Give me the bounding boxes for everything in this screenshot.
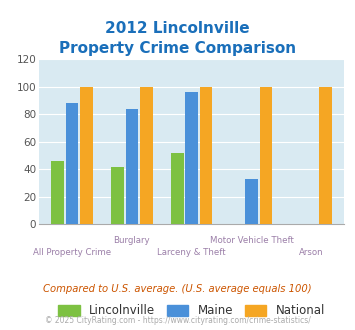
Legend: Lincolnville, Maine, National: Lincolnville, Maine, National [54,300,330,322]
Bar [51,161,64,224]
Text: Motor Vehicle Theft: Motor Vehicle Theft [209,236,294,245]
Bar [185,92,198,224]
Bar [260,87,272,224]
Text: Compared to U.S. average. (U.S. average equals 100): Compared to U.S. average. (U.S. average … [43,284,312,294]
Text: Larceny & Theft: Larceny & Theft [157,248,226,257]
Text: Property Crime Comparison: Property Crime Comparison [59,41,296,56]
Bar [320,87,332,224]
Bar [66,103,78,224]
Text: © 2025 CityRating.com - https://www.cityrating.com/crime-statistics/: © 2025 CityRating.com - https://www.city… [45,316,310,325]
Bar [111,167,124,224]
Text: Arson: Arson [299,248,324,257]
Bar [140,87,153,224]
Text: 2012 Lincolnville: 2012 Lincolnville [105,21,250,36]
Text: Burglary: Burglary [114,236,150,245]
Bar [200,87,212,224]
Bar [171,153,184,224]
Bar [80,87,93,224]
Text: All Property Crime: All Property Crime [33,248,111,257]
Bar [126,109,138,224]
Bar [245,179,258,224]
